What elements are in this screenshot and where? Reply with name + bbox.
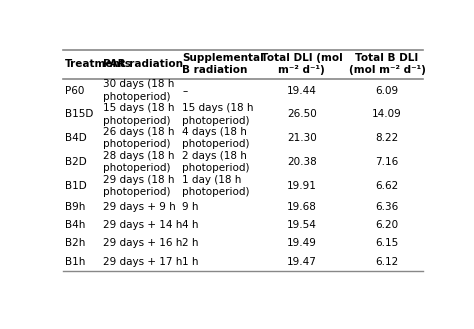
- Text: B1h: B1h: [65, 257, 85, 266]
- Text: 28 days (18 h
photoperiod): 28 days (18 h photoperiod): [103, 151, 175, 173]
- Text: 21.30: 21.30: [287, 133, 317, 143]
- Text: 15 days (18 h
photoperiod): 15 days (18 h photoperiod): [182, 103, 254, 126]
- Text: B1D: B1D: [65, 181, 87, 191]
- Text: 9 h: 9 h: [182, 202, 199, 212]
- Text: 14.09: 14.09: [372, 110, 402, 119]
- Text: 2 days (18 h
photoperiod): 2 days (18 h photoperiod): [182, 151, 250, 173]
- Text: 30 days (18 h
photoperiod): 30 days (18 h photoperiod): [103, 79, 175, 102]
- Text: 29 days (18 h
photoperiod): 29 days (18 h photoperiod): [103, 175, 175, 197]
- Text: 6.36: 6.36: [375, 202, 399, 212]
- Text: Total B DLI
(mol m⁻² d⁻¹): Total B DLI (mol m⁻² d⁻¹): [349, 53, 426, 75]
- Text: 29 days + 9 h: 29 days + 9 h: [103, 202, 176, 212]
- Text: B9h: B9h: [65, 202, 85, 212]
- Text: 4 days (18 h
photoperiod): 4 days (18 h photoperiod): [182, 127, 250, 149]
- Text: 19.68: 19.68: [287, 202, 317, 212]
- Text: 1 day (18 h
photoperiod): 1 day (18 h photoperiod): [182, 175, 250, 197]
- Text: 29 days + 17 h: 29 days + 17 h: [103, 257, 182, 266]
- Text: 8.22: 8.22: [375, 133, 399, 143]
- Text: 26.50: 26.50: [287, 110, 317, 119]
- Text: 19.49: 19.49: [287, 239, 317, 248]
- Text: 19.91: 19.91: [287, 181, 317, 191]
- Text: 15 days (18 h
photoperiod): 15 days (18 h photoperiod): [103, 103, 175, 126]
- Text: 7.16: 7.16: [375, 157, 399, 167]
- Text: Treatments: Treatments: [65, 59, 132, 69]
- Text: B4h: B4h: [65, 220, 85, 230]
- Text: 19.47: 19.47: [287, 257, 317, 266]
- Text: B2h: B2h: [65, 239, 85, 248]
- Text: 6.15: 6.15: [375, 239, 399, 248]
- Text: B2D: B2D: [65, 157, 87, 167]
- Text: P60: P60: [65, 86, 84, 96]
- Text: 4 h: 4 h: [182, 220, 199, 230]
- Text: 6.20: 6.20: [375, 220, 399, 230]
- Text: 1 h: 1 h: [182, 257, 199, 266]
- Text: 6.09: 6.09: [375, 86, 399, 96]
- Text: 6.12: 6.12: [375, 257, 399, 266]
- Text: 29 days + 16 h: 29 days + 16 h: [103, 239, 182, 248]
- Text: –: –: [182, 86, 188, 96]
- Text: PAR radiation: PAR radiation: [103, 59, 183, 69]
- Text: 6.62: 6.62: [375, 181, 399, 191]
- Text: 20.38: 20.38: [287, 157, 317, 167]
- Text: 19.44: 19.44: [287, 86, 317, 96]
- Text: Total DLI (mol
m⁻² d⁻¹): Total DLI (mol m⁻² d⁻¹): [261, 53, 343, 75]
- Text: 26 days (18 h
photoperiod): 26 days (18 h photoperiod): [103, 127, 175, 149]
- Text: B15D: B15D: [65, 110, 93, 119]
- Text: Supplemental
B radiation: Supplemental B radiation: [182, 53, 264, 75]
- Text: 29 days + 14 h: 29 days + 14 h: [103, 220, 182, 230]
- Text: B4D: B4D: [65, 133, 87, 143]
- Text: 19.54: 19.54: [287, 220, 317, 230]
- Text: 2 h: 2 h: [182, 239, 199, 248]
